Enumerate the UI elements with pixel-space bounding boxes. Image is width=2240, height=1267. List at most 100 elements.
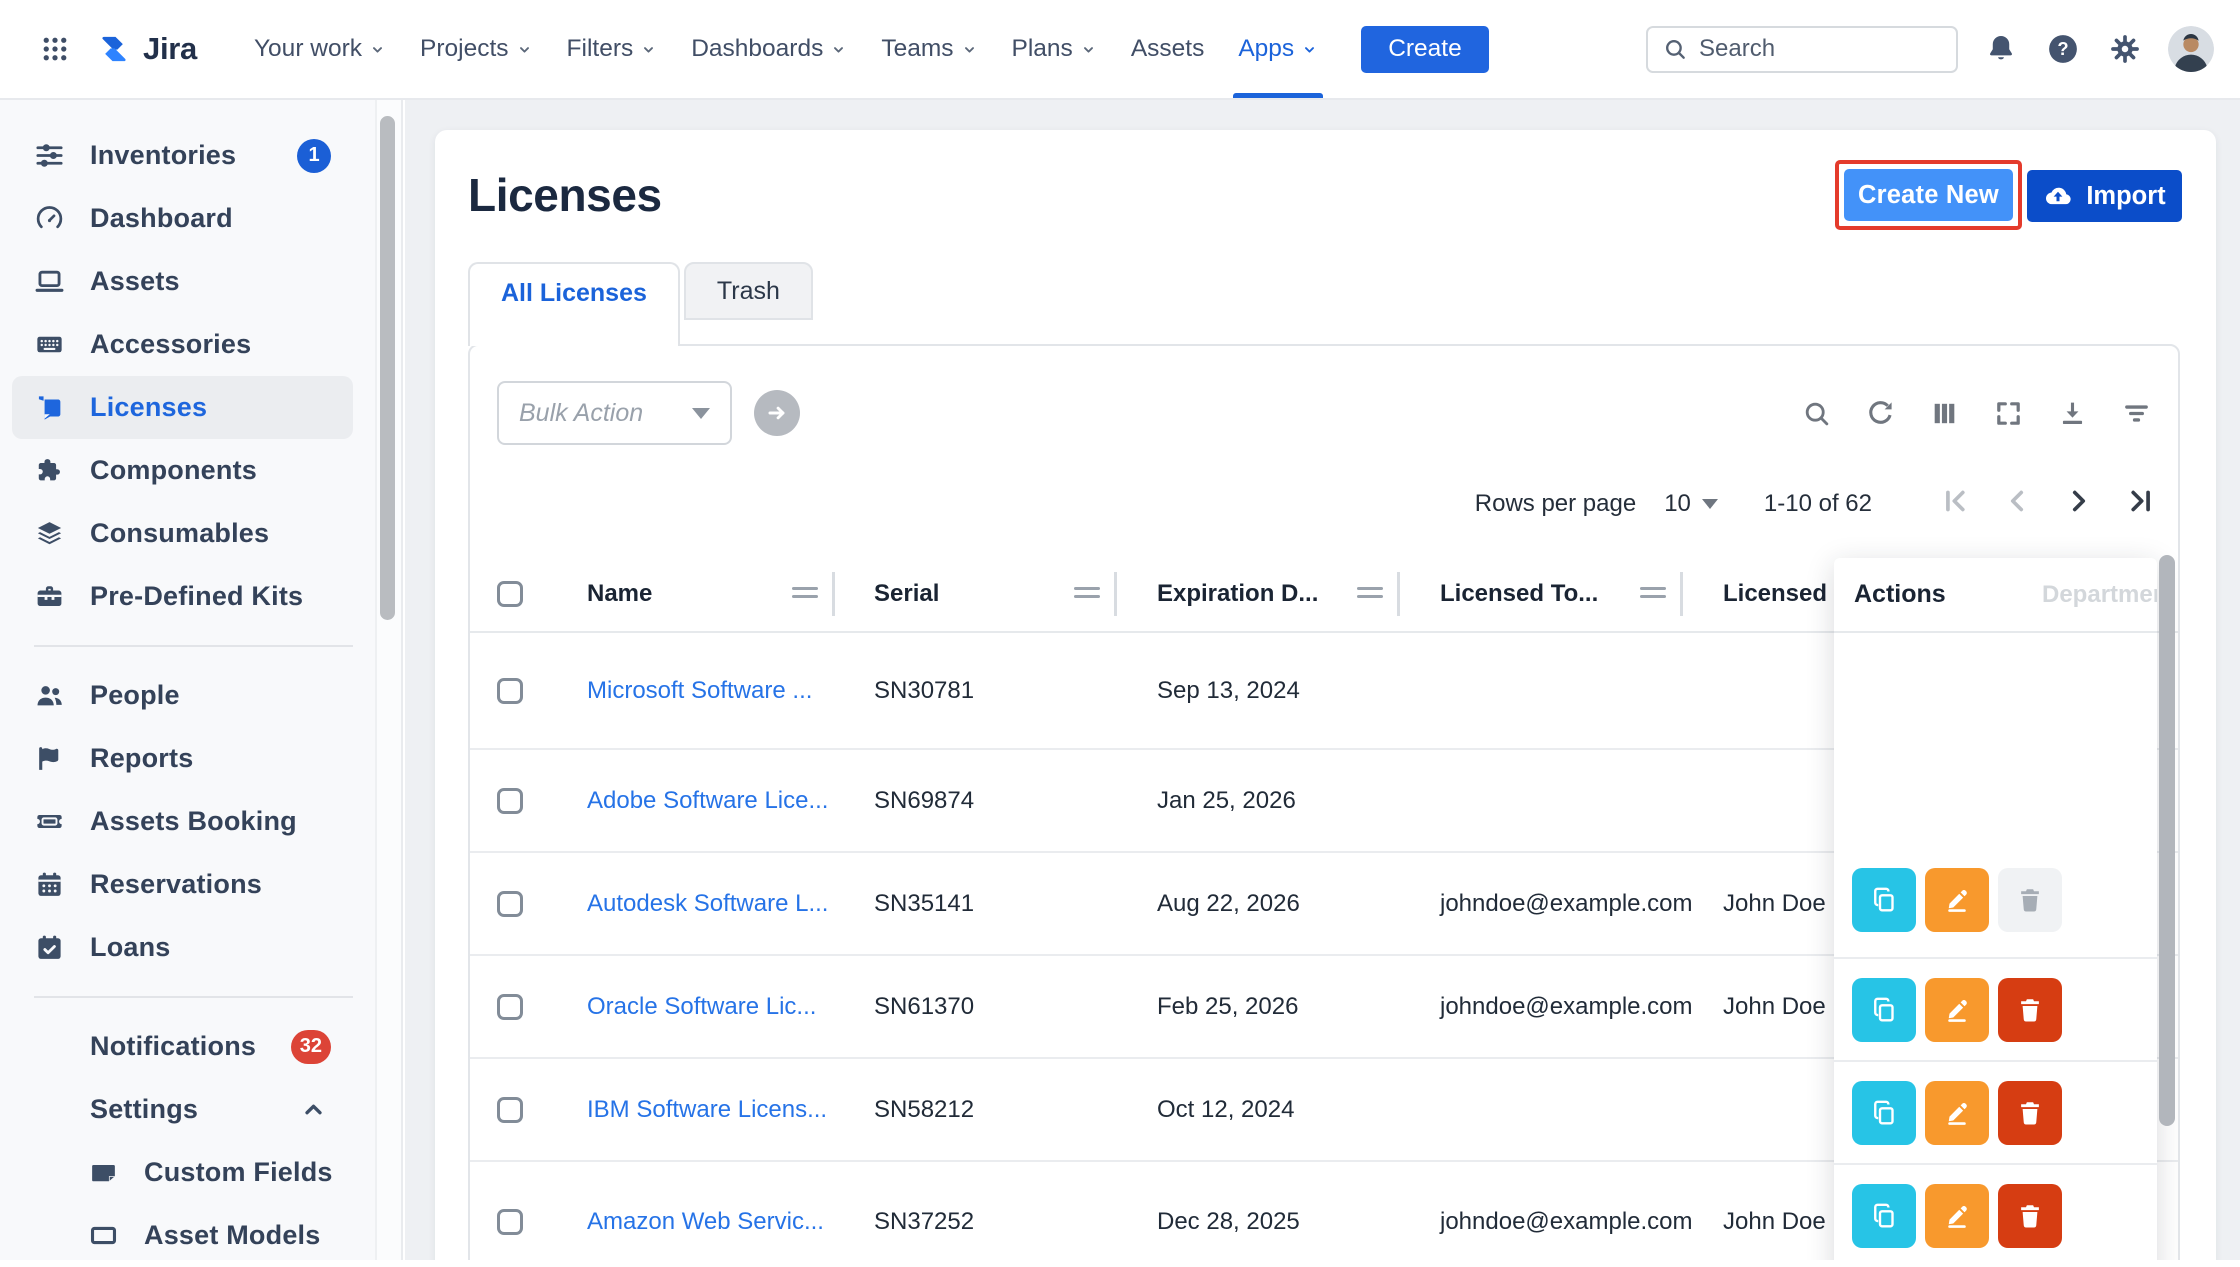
- nav-item-projects[interactable]: Projects: [403, 0, 550, 98]
- sidebar-item-dashboard[interactable]: Dashboard: [12, 187, 353, 250]
- sidebar-item-inventories[interactable]: Inventories 1: [12, 124, 353, 187]
- search-input[interactable]: [1699, 35, 1942, 63]
- actions-column-panel: Actions Department: [1834, 558, 2157, 1260]
- column-drag-handle[interactable]: [1074, 587, 1100, 601]
- sidebar-divider: [34, 996, 353, 998]
- ticket-icon: [34, 806, 65, 837]
- edit-button[interactable]: [1925, 868, 1989, 932]
- sidebar-item-licenses[interactable]: Licenses: [12, 376, 353, 439]
- sidebar-item-accessories[interactable]: Accessories: [12, 313, 353, 376]
- previous-page-button[interactable]: [2000, 484, 2034, 518]
- column-header-expiration-d[interactable]: Expiration D...: [1157, 555, 1318, 633]
- column-header-name[interactable]: Name: [587, 555, 652, 633]
- tab-trash[interactable]: Trash: [684, 262, 813, 320]
- sidebar-item-notifications[interactable]: Notifications 32: [12, 1015, 353, 1078]
- edit-button[interactable]: [1925, 1081, 1989, 1145]
- settings-gear-button[interactable]: [2106, 30, 2144, 68]
- row-checkbox[interactable]: [497, 788, 523, 814]
- delete-button[interactable]: [1998, 1184, 2062, 1248]
- license-name-link[interactable]: IBM Software Licens...: [587, 1096, 827, 1124]
- sidebar-item-label: Notifications: [90, 1031, 256, 1062]
- create-new-button[interactable]: Create New: [1844, 169, 2013, 221]
- delete-button[interactable]: [1998, 978, 2062, 1042]
- sidebar-item-reservations[interactable]: Reservations: [12, 853, 353, 916]
- sidebar-scrollbar-thumb[interactable]: [380, 116, 395, 620]
- row-checkbox[interactable]: [497, 1097, 523, 1123]
- nav-item-dashboards[interactable]: Dashboards: [674, 0, 864, 98]
- sidebar-item-consumables[interactable]: Consumables: [12, 502, 353, 565]
- select-all-checkbox[interactable]: [497, 581, 523, 607]
- row-checkbox[interactable]: [497, 678, 523, 704]
- sidebar-item-pre-defined-kits[interactable]: Pre-Defined Kits: [12, 565, 353, 628]
- user-avatar[interactable]: [2168, 26, 2214, 72]
- sidebar-item-settings[interactable]: Settings: [12, 1078, 353, 1141]
- search-box[interactable]: [1646, 26, 1958, 73]
- column-drag-handle[interactable]: [1357, 587, 1383, 601]
- copy-button[interactable]: [1852, 1081, 1916, 1145]
- sidebar-item-loans[interactable]: Loans: [12, 916, 353, 979]
- refresh-button[interactable]: [1865, 398, 1896, 429]
- laptop-icon: [34, 266, 65, 297]
- sidebar-item-reports[interactable]: Reports: [12, 727, 353, 790]
- bulk-action-go-button[interactable]: [754, 390, 800, 436]
- sidebar-item-people[interactable]: People: [12, 664, 353, 727]
- sidebar-item-label: Components: [90, 455, 257, 486]
- column-drag-handle[interactable]: [792, 587, 818, 601]
- row-checkbox[interactable]: [497, 891, 523, 917]
- copy-button[interactable]: [1852, 868, 1916, 932]
- bell-icon: [34, 1031, 65, 1062]
- copy-button[interactable]: [1852, 1184, 1916, 1248]
- sidebar-item-asset-models[interactable]: Asset Models: [12, 1204, 353, 1267]
- next-page-button[interactable]: [2062, 484, 2096, 518]
- filter-button[interactable]: [2121, 398, 2152, 429]
- nav-item-your-work[interactable]: Your work: [237, 0, 403, 98]
- notifications-bell-button[interactable]: [1982, 30, 2020, 68]
- search-button[interactable]: [1801, 398, 1832, 429]
- column-header-serial[interactable]: Serial: [874, 555, 939, 633]
- column-header-licensed-to[interactable]: Licensed To...: [1440, 555, 1598, 633]
- jira-logo[interactable]: Jira: [94, 29, 197, 69]
- create-button[interactable]: Create: [1361, 26, 1489, 73]
- nav-item-assets[interactable]: Assets: [1114, 0, 1222, 98]
- app-switcher-button[interactable]: [32, 26, 78, 72]
- sidebar-item-label: People: [90, 680, 180, 711]
- row-checkbox[interactable]: [497, 994, 523, 1020]
- expiration-date-cell: Aug 22, 2026: [1157, 853, 1300, 954]
- calendar-icon: [34, 869, 65, 900]
- bulk-action-select[interactable]: Bulk Action: [497, 381, 732, 445]
- nav-item-apps[interactable]: Apps: [1221, 0, 1335, 98]
- license-name-link[interactable]: Amazon Web Servic...: [587, 1208, 824, 1236]
- delete-button[interactable]: [1998, 868, 2062, 932]
- people-icon: [34, 680, 65, 711]
- serial-cell: SN61370: [874, 956, 974, 1057]
- license-name-link[interactable]: Microsoft Software ...: [587, 677, 812, 705]
- first-page-button[interactable]: [1938, 484, 1972, 518]
- rows-per-page-select[interactable]: 10: [1664, 490, 1718, 518]
- sidebar-item-components[interactable]: Components: [12, 439, 353, 502]
- last-page-button[interactable]: [2124, 484, 2158, 518]
- column-drag-handle[interactable]: [1640, 587, 1666, 601]
- license-name-link[interactable]: Autodesk Software L...: [587, 890, 828, 918]
- column-view-button[interactable]: [1929, 398, 1960, 429]
- license-name-link[interactable]: Oracle Software Lic...: [587, 993, 816, 1021]
- tab-all-licenses[interactable]: All Licenses: [468, 262, 680, 346]
- edit-button[interactable]: [1925, 978, 1989, 1042]
- nav-item-teams[interactable]: Teams: [864, 0, 994, 98]
- row-checkbox[interactable]: [497, 1209, 523, 1235]
- download-button[interactable]: [2057, 398, 2088, 429]
- sidebar-item-assets-booking[interactable]: Assets Booking: [12, 790, 353, 853]
- column-header-licensed[interactable]: Licensed: [1723, 555, 1827, 633]
- fullscreen-button[interactable]: [1993, 398, 2024, 429]
- nav-item-filters[interactable]: Filters: [550, 0, 675, 98]
- table-scrollbar-thumb[interactable]: [2159, 555, 2175, 1126]
- help-button[interactable]: ?: [2044, 30, 2082, 68]
- edit-button[interactable]: [1925, 1184, 1989, 1248]
- sidebar-item-assets[interactable]: Assets: [12, 250, 353, 313]
- nav-item-plans[interactable]: Plans: [995, 0, 1114, 98]
- copy-button[interactable]: [1852, 978, 1916, 1042]
- import-button[interactable]: Import: [2027, 170, 2182, 222]
- license-name-link[interactable]: Adobe Software Lice...: [587, 787, 828, 815]
- sidebar-item-custom-fields[interactable]: Custom Fields: [12, 1141, 353, 1204]
- serial-cell: SN37252: [874, 1162, 974, 1260]
- delete-button[interactable]: [1998, 1081, 2062, 1145]
